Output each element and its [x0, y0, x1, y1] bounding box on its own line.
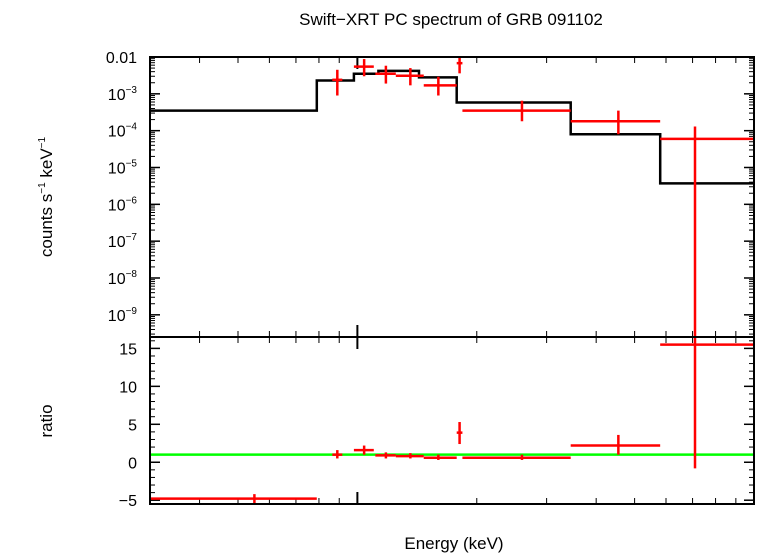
y-tick-base: 10 [108, 160, 126, 177]
y-axis-label-spectrum: counts s−1 keV−1 [37, 136, 56, 257]
y-tick-exponent: −5 [126, 158, 138, 169]
chart-title: Swift−XRT PC spectrum of GRB 091102 [299, 10, 603, 29]
ratio-point [570, 434, 661, 455]
data-point [570, 110, 661, 135]
ratio-point [462, 454, 571, 460]
ratio-point [375, 452, 396, 459]
ratio-point [150, 494, 317, 504]
ratio-y-tick-label: −5 [119, 493, 137, 510]
y-tick-label: 0.01 [106, 50, 137, 67]
ratio-y-tick-label: 15 [119, 341, 137, 358]
ratio-point [660, 337, 754, 469]
data-point [660, 126, 754, 337]
data-point [423, 76, 457, 96]
ratio-point [456, 422, 463, 445]
data-point [456, 57, 463, 74]
y-tick-base: 10 [108, 124, 126, 141]
data-point [395, 68, 424, 86]
x-axis-label: Energy (keV) [404, 534, 503, 553]
ratio-y-tick-label: 0 [128, 455, 137, 472]
y-tick-label: 10−9 [108, 306, 138, 325]
ratio-panel: −5 0 5 10 15 [119, 337, 754, 510]
y-tick-exponent: −6 [126, 195, 138, 206]
y-tick-base: 0.01 [106, 50, 137, 67]
y-tick-base: 10 [108, 87, 126, 104]
ratio-point [395, 453, 424, 459]
data-point [332, 69, 343, 96]
y-tick-base: 10 [108, 308, 126, 325]
y-tick-label: 10−7 [108, 232, 138, 251]
ratio-y-tick-label: 5 [128, 417, 137, 434]
y-tick-exponent: −7 [126, 232, 138, 243]
y-tick-exponent: −3 [126, 85, 138, 96]
y-tick-base: 10 [108, 197, 126, 214]
y-tick-exponent: −9 [126, 306, 138, 317]
data-point [353, 59, 374, 77]
y-tick-label: 10−5 [108, 158, 138, 177]
ylabel-part-0: counts s [37, 194, 56, 257]
ylabel-part-1: −1 [37, 182, 48, 194]
ratio-point [332, 450, 343, 459]
ylabel-part-3: −1 [37, 136, 48, 148]
ylabel-part-2: keV [37, 148, 56, 183]
y-tick-base: 10 [108, 234, 126, 251]
ratio-point [353, 445, 374, 455]
y-tick-base: 10 [108, 271, 126, 288]
y-axis-label-ratio: ratio [37, 404, 56, 437]
y-tick-exponent: −8 [126, 269, 138, 280]
data-point [375, 65, 396, 84]
y-tick-exponent: −4 [126, 122, 138, 133]
ratio-point [423, 454, 457, 460]
model-step-line [150, 69, 754, 185]
y-tick-label: 10−8 [108, 269, 138, 288]
spectrum-frame [149, 56, 755, 338]
ratio-y-tick-label: 10 [119, 379, 137, 396]
y-tick-label: 10−3 [108, 85, 138, 104]
y-tick-label: 10−4 [108, 122, 138, 141]
y-tick-label: 10−6 [108, 195, 138, 214]
ratio-frame [149, 336, 755, 505]
data-point [462, 100, 571, 122]
